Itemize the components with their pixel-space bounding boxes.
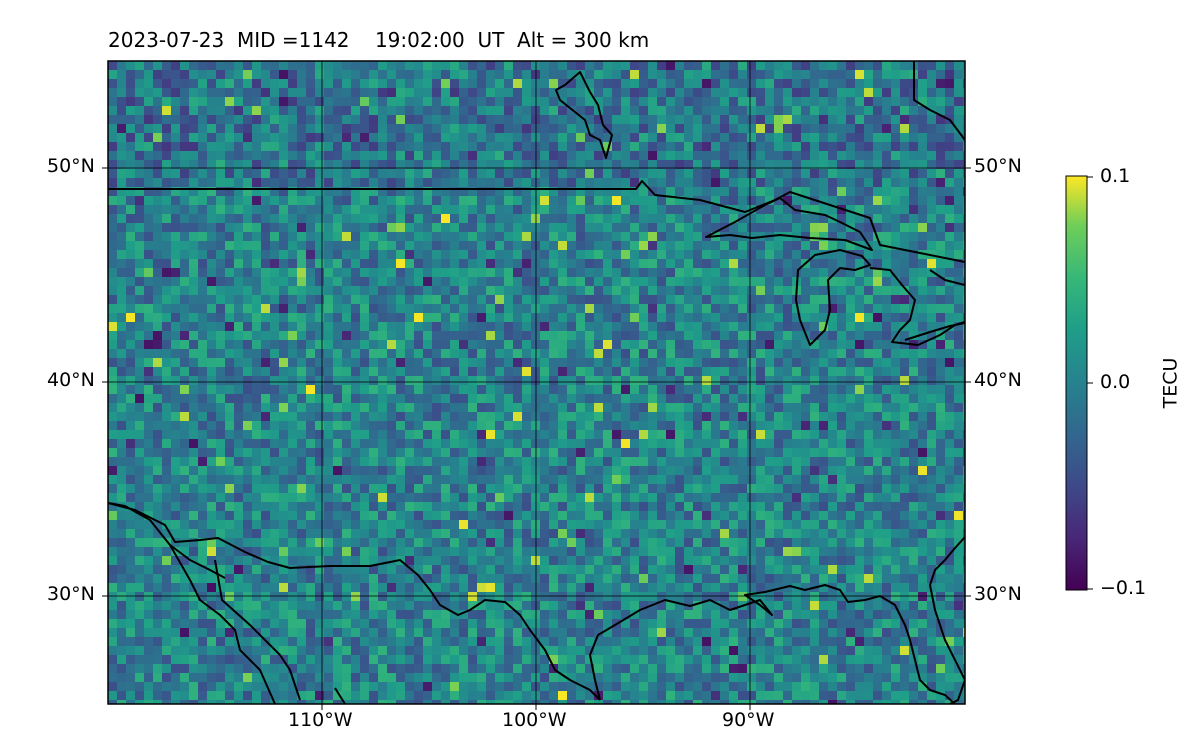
colorbar-title: TECU	[1159, 357, 1182, 409]
border-us-mexico	[108, 502, 601, 701]
lat-label-50-right: 50°N	[974, 155, 1022, 177]
map-title: 2023-07-23 MID =1142 19:02:00 UT Alt = 3…	[108, 28, 650, 52]
lon-label-100: 100°W	[502, 709, 567, 731]
gridlines	[108, 61, 965, 704]
lake-superior	[705, 197, 873, 251]
lat-label-50-left: 50°N	[47, 155, 95, 177]
coast-atlantic	[929, 536, 965, 681]
lat-label-40-right: 40°N	[974, 369, 1022, 391]
colorbar-tick-min: −0.1	[1100, 577, 1147, 599]
tec-field	[108, 61, 965, 704]
lat-label-40-left: 40°N	[47, 369, 95, 391]
lake-michigan	[795, 249, 871, 346]
lake-ontario-shore	[929, 269, 965, 286]
lon-label-90: 90°W	[722, 709, 775, 731]
coast-baja-inner	[214, 559, 301, 701]
coast-sonora	[169, 544, 226, 579]
coast-northeast	[913, 61, 965, 141]
border-us-canada	[108, 180, 965, 263]
lake-erie	[904, 322, 965, 341]
lake-huron	[869, 267, 965, 346]
colorbar-tick-max: 0.1	[1100, 165, 1131, 187]
coast-southeast	[949, 679, 965, 704]
colorbar-ticks	[1087, 176, 1093, 590]
lake-winnipeg	[555, 71, 613, 159]
coast-gulf-of-mexico	[589, 584, 956, 704]
coastlines	[108, 61, 965, 704]
colorbar-tick-zero: 0.0	[1100, 371, 1131, 393]
coast-gulf-of-california	[108, 502, 276, 704]
lon-label-110: 110°W	[288, 709, 353, 731]
tick-marks	[102, 167, 971, 710]
lat-label-30-left: 30°N	[47, 583, 95, 605]
coast-mexico-pacific	[334, 687, 346, 704]
colorbar	[1065, 175, 1088, 591]
lat-label-30-right: 30°N	[974, 583, 1022, 605]
